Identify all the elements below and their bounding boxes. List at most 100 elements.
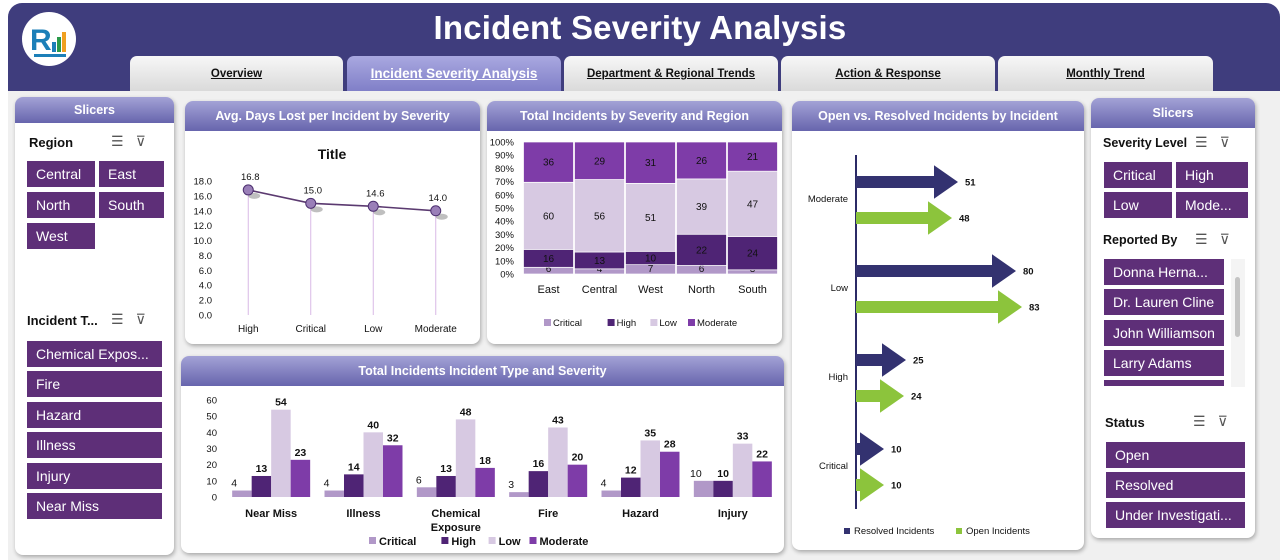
data-label: 28 xyxy=(664,439,676,451)
reported-by-chip-lauren[interactable]: Dr. Lauren Cline xyxy=(1104,289,1224,315)
data-label: 43 xyxy=(552,414,564,426)
open-resolved-chart: Moderate 51 48 Low 80 83 High 25 24 Critical 10 10 R… xyxy=(808,155,1040,537)
bar xyxy=(567,464,588,497)
bar-segment xyxy=(676,233,727,266)
y-tick-label: 10.0 xyxy=(194,236,213,247)
reported-by-chip-larry[interactable]: Larry Adams xyxy=(1104,350,1224,376)
reported-by-chip-donna[interactable]: Donna Herna... xyxy=(1104,259,1224,285)
reported-by-chip-john[interactable]: John Williamson xyxy=(1104,320,1224,346)
data-label: 10 xyxy=(645,254,657,265)
x-tick-label: East xyxy=(537,284,559,296)
data-label: 56 xyxy=(594,211,606,222)
severity-chip-critical[interactable]: Critical xyxy=(1104,162,1172,188)
data-label: 14 xyxy=(348,461,360,473)
bar xyxy=(475,467,495,497)
y-tick-label: 100% xyxy=(490,138,515,149)
legend-label-high: High xyxy=(617,318,637,329)
left-slicer-panel: Slicers Region ☰⊽ Central East North Sou… xyxy=(15,97,174,555)
right-slicer-header: Slicers xyxy=(1091,98,1255,128)
region-slicer-tools: ☰⊽ xyxy=(111,133,158,150)
incident-type-chip-fire[interactable]: Fire xyxy=(27,371,162,397)
incident-type-chip-illness[interactable]: Illness xyxy=(27,432,162,458)
data-label: 13 xyxy=(256,463,268,475)
multi-select-icon[interactable]: ☰ xyxy=(1193,413,1218,429)
legend-label-high: High xyxy=(451,536,476,548)
data-label: 24 xyxy=(911,392,922,403)
bar xyxy=(363,432,383,497)
legend-swatch xyxy=(844,528,850,534)
tab-overview[interactable]: Overview xyxy=(130,56,343,92)
x-tick-label: Hazard xyxy=(622,508,659,520)
data-label: 22 xyxy=(696,245,708,256)
multi-select-icon[interactable]: ☰ xyxy=(111,133,136,149)
reported-by-chip-next[interactable] xyxy=(1104,380,1224,386)
y-tick-label: 16.0 xyxy=(194,191,213,202)
severity-chip-high[interactable]: High xyxy=(1176,162,1248,188)
x-tick-label: Low xyxy=(364,324,383,335)
arrow-bar xyxy=(856,165,958,199)
severity-region-chart: 0%10%20%30%40%50%60%70%80%90%100%6166036… xyxy=(490,138,778,329)
y-tick-label: 60 xyxy=(206,396,217,407)
y-tick-label: High xyxy=(828,372,848,383)
data-label: 33 xyxy=(737,431,749,443)
legend-swatch xyxy=(369,537,376,544)
clear-filter-icon[interactable]: ⊽ xyxy=(135,311,158,327)
data-label: 16 xyxy=(533,458,545,470)
region-chip-north[interactable]: North xyxy=(27,192,95,218)
y-tick-label: 12.0 xyxy=(194,221,213,232)
y-tick-label: 30% xyxy=(495,230,515,241)
clear-filter-icon[interactable]: ⊽ xyxy=(1217,413,1240,429)
region-chip-east[interactable]: East xyxy=(99,161,164,187)
status-chip-under-investigation[interactable]: Under Investigati... xyxy=(1106,502,1245,528)
y-tick-label: 20 xyxy=(206,460,217,471)
incident-type-chip-chemical[interactable]: Chemical Expos... xyxy=(27,341,162,367)
bar xyxy=(601,490,621,497)
legend-label-open-incidents: Open Incidents xyxy=(966,526,1030,537)
clear-filter-icon[interactable]: ⊽ xyxy=(1219,134,1242,150)
y-tick-label: 40% xyxy=(495,217,515,228)
region-chip-central[interactable]: Central xyxy=(27,161,95,187)
tab-action-response[interactable]: Action & Response xyxy=(781,56,995,92)
tab-department-regional-trends[interactable]: Department & Regional Trends xyxy=(564,56,778,92)
bar xyxy=(324,490,344,497)
legend-swatch xyxy=(544,319,551,326)
legend-swatch xyxy=(441,537,449,544)
status-chip-resolved[interactable]: Resolved xyxy=(1106,472,1245,498)
data-label: 23 xyxy=(295,447,307,459)
data-label: 4 xyxy=(601,478,607,490)
arrow-bar xyxy=(856,201,952,235)
reported-by-scrollbar[interactable] xyxy=(1231,259,1245,387)
clear-filter-icon[interactable]: ⊽ xyxy=(135,133,158,149)
incident-type-chip-near-miss[interactable]: Near Miss xyxy=(27,493,162,519)
severity-chip-moderate[interactable]: Mode... xyxy=(1176,192,1248,218)
data-label: 6 xyxy=(699,264,705,275)
incident-type-chip-hazard[interactable]: Hazard xyxy=(27,402,162,428)
scrollbar-thumb[interactable] xyxy=(1235,277,1240,337)
tab-monthly-trend[interactable]: Monthly Trend xyxy=(998,56,1213,92)
data-label: 10 xyxy=(891,445,902,456)
bar xyxy=(436,475,456,497)
incident-type-chip-injury[interactable]: Injury xyxy=(27,463,162,489)
y-tick-label: 0.0 xyxy=(199,311,212,322)
region-chip-south[interactable]: South xyxy=(99,192,164,218)
multi-select-icon[interactable]: ☰ xyxy=(1195,134,1220,150)
region-slicer-title: Region xyxy=(29,135,74,150)
data-label: 24 xyxy=(747,249,759,260)
open-resolved-panel: Open vs. Resolved Incidents by Incident … xyxy=(792,101,1084,550)
legend-label-low: Low xyxy=(499,536,521,548)
multi-select-icon[interactable]: ☰ xyxy=(111,311,136,327)
region-chip-west[interactable]: West xyxy=(27,223,95,249)
data-label: 7 xyxy=(648,264,654,275)
multi-select-icon[interactable]: ☰ xyxy=(1195,231,1220,247)
status-chip-open[interactable]: Open xyxy=(1106,442,1245,468)
legend-label-low: Low xyxy=(659,318,677,329)
data-label: 13 xyxy=(440,463,452,475)
legend-swatch xyxy=(488,537,496,544)
tab-incident-severity-analysis[interactable]: Incident Severity Analysis xyxy=(347,56,561,92)
clear-filter-icon[interactable]: ⊽ xyxy=(1219,231,1242,247)
data-label: 12 xyxy=(625,465,637,477)
bar xyxy=(271,409,291,497)
type-severity-header: Total Incidents Incident Type and Severi… xyxy=(181,356,784,386)
severity-chip-low[interactable]: Low xyxy=(1104,192,1172,218)
avg-days-lost-chart: Title 0.0 2.0 4.0 6.0 8.0 10.0 12.0 14.0 16.0 18.0… xyxy=(194,146,458,335)
